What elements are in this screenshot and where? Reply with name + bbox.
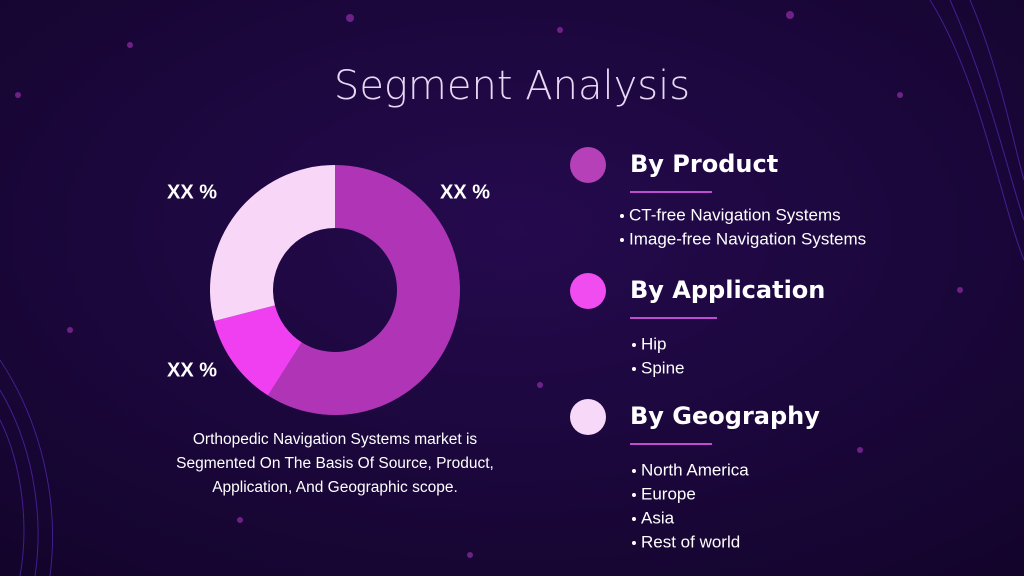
bullet — [632, 343, 636, 347]
percent-label: XX % — [167, 181, 217, 203]
segment-heading: By Geography — [630, 402, 820, 430]
percent-label: XX % — [440, 181, 490, 203]
description-line: Application, And Geographic scope. — [212, 479, 458, 496]
percent-label: XX % — [167, 359, 217, 381]
slide-title: Segment Analysis — [334, 63, 690, 109]
donut-segment — [210, 165, 335, 322]
segment-heading: By Product — [630, 150, 778, 178]
bullet — [620, 238, 624, 242]
segment-item: CT-free Navigation Systems — [629, 205, 841, 224]
segment-icon — [570, 147, 606, 183]
segment-heading: By Application — [630, 276, 825, 304]
segment-item: Europe — [641, 484, 696, 503]
segment-icon — [570, 273, 606, 309]
segment-item: Hip — [641, 334, 667, 353]
segment-icon — [570, 399, 606, 435]
segment-item: Asia — [641, 508, 675, 527]
bullet — [632, 367, 636, 371]
bullet — [632, 469, 636, 473]
segment-item: Rest of world — [641, 532, 740, 551]
donut-segment — [213, 305, 302, 396]
description-line: Segmented On The Basis Of Source, Produc… — [176, 455, 494, 472]
description-line: Orthopedic Navigation Systems market is — [193, 431, 478, 448]
bullet — [632, 517, 636, 521]
segment-item: Spine — [641, 358, 684, 377]
segment-item: North America — [641, 460, 749, 479]
donut-segment — [268, 165, 460, 415]
bullet — [620, 214, 624, 218]
bullet — [632, 493, 636, 497]
bullet — [632, 541, 636, 545]
decoration — [15, 11, 963, 558]
segment-item: Image-free Navigation Systems — [629, 229, 866, 248]
